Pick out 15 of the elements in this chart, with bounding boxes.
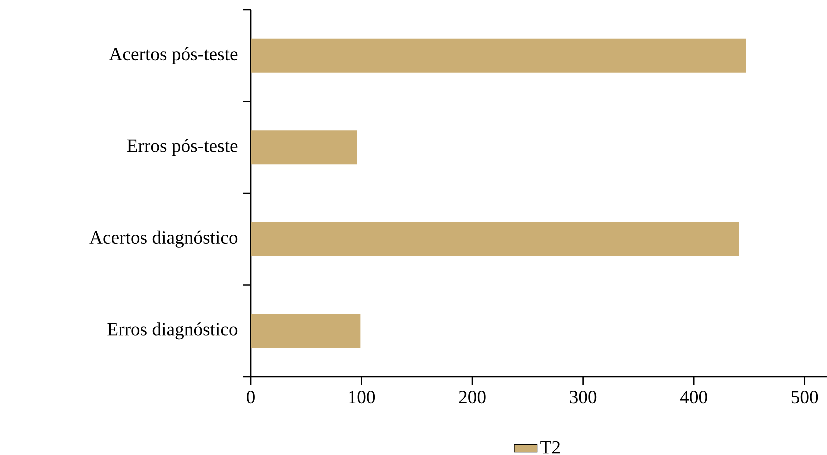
x-tick-label: 300 [570,391,597,404]
legend-label: T2 [540,441,560,454]
x-tick-label: 400 [680,391,708,404]
x-tick-label: 200 [459,391,486,404]
x-tick-label: 0 [247,391,255,404]
y-tick-label: Erros diagnóstico [108,322,238,340]
bar [251,222,740,256]
bar [251,130,358,165]
bar [251,38,746,73]
y-tick-label: Erros pós-teste [127,139,238,156]
x-tick-label: 100 [349,391,376,404]
y-tick-label: Acertos diagnóstico [90,230,238,248]
bar [251,314,361,348]
y-tick-label: Acertos pós-teste [109,47,238,64]
x-tick-label: 500 [792,391,818,404]
